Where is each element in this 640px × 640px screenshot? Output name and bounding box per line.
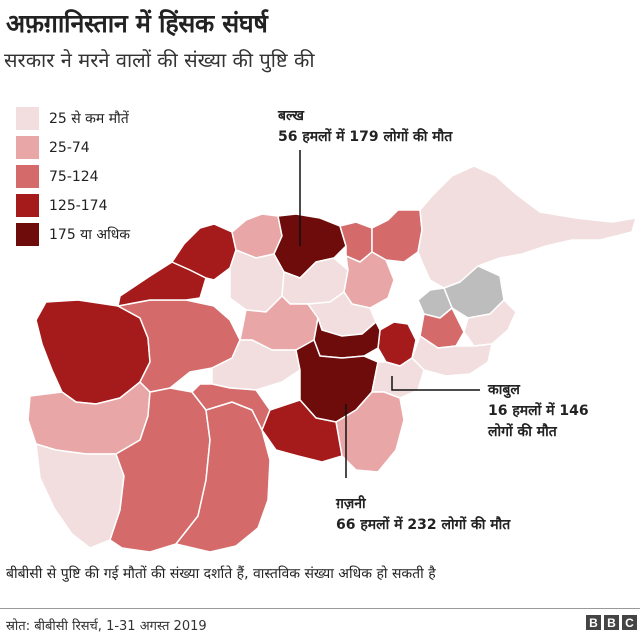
legend-label: 75-124 xyxy=(49,168,99,185)
legend-swatch xyxy=(16,223,39,246)
map-subtitle: सरकार ने मरने वालों की संख्या की पुष्टि … xyxy=(4,48,315,72)
legend-label: 175 या अधिक xyxy=(49,227,131,243)
balkh-callout-name: बल्ख xyxy=(278,108,304,124)
balkh-callout: बल्ख 56 हमलों में 179 लोगों की मौत xyxy=(278,106,452,148)
province-ghor xyxy=(117,299,241,393)
province-paktika xyxy=(335,391,405,473)
legend-item: 75-124 xyxy=(16,162,130,191)
balkh-callout-detail: 56 हमलों में 179 लोगों की मौत xyxy=(278,129,453,145)
legend-swatch xyxy=(16,136,39,159)
kabul-callout: काबुल 16 हमलों में 146 लोगों की मौत xyxy=(488,380,589,443)
legend-item: 25-74 xyxy=(16,133,130,162)
divider xyxy=(0,608,640,609)
bbc-logo-letter-3: C xyxy=(622,615,637,630)
province-takhar xyxy=(371,209,423,263)
map-title: अफ़ग़ानिस्तान में हिंसक संघर्ष xyxy=(6,9,268,38)
legend-label: 25 से कम मौतें xyxy=(49,111,129,127)
province-nimroz xyxy=(35,443,125,549)
legend-label: 25-74 xyxy=(49,139,90,156)
province-kunar xyxy=(463,299,517,347)
kabul-leader-line xyxy=(391,376,480,391)
source-note: स्रोत: बीबीसी रिसर्च, 1-31 अगस्त 2019 xyxy=(6,619,207,634)
legend-item: 25 से कम मौतें xyxy=(16,104,130,133)
kabul-callout-name: काबुल xyxy=(488,382,520,398)
ghazni-callout: ग़ज़नी 66 हमलों में 232 लोगों की मौत xyxy=(336,494,510,536)
legend-swatch xyxy=(16,107,39,130)
legend-item: 125-174 xyxy=(16,191,130,220)
bbc-logo-letter-2: B xyxy=(604,615,619,630)
map-legend: 25 से कम मौतें 25-74 75-124 125-174 175 या अ… xyxy=(16,104,130,249)
province-zabul xyxy=(261,399,343,463)
province-baghlan xyxy=(343,251,395,309)
footnote: बीबीसी से पुष्टि की गई मौतों की संख्या द… xyxy=(6,566,436,582)
province-badghis xyxy=(117,261,207,307)
legend-item: 175 या अधिक xyxy=(16,220,130,249)
bbc-logo: B B C xyxy=(586,615,637,630)
province-uruzgan xyxy=(191,383,271,431)
bbc-logo-letter-1: B xyxy=(586,615,601,630)
ghazni-callout-detail: 66 हमलों में 232 लोगों की मौत xyxy=(336,517,511,533)
ghazni-callout-name: ग़ज़नी xyxy=(336,496,366,512)
legend-swatch xyxy=(16,165,39,188)
legend-label: 125-174 xyxy=(49,197,108,214)
province-badakhshan xyxy=(417,165,637,289)
kabul-callout-detail-1: 16 हमलों में 146 xyxy=(488,403,589,419)
kabul-callout-detail-2: लोगों की मौत xyxy=(488,424,557,440)
legend-swatch xyxy=(16,194,39,217)
